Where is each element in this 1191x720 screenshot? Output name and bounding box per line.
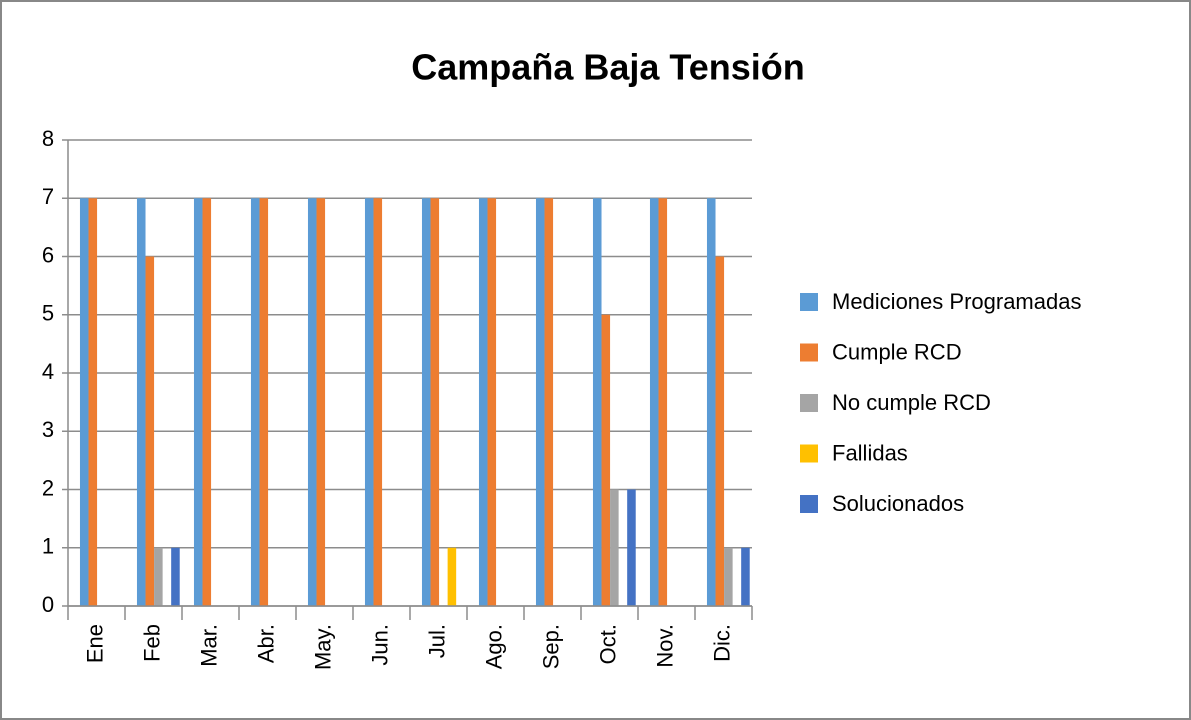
y-tick-label: 1 [42, 534, 54, 559]
bar [136, 198, 146, 606]
legend-label: Fallidas [832, 440, 908, 465]
x-tick-label: Ago. [481, 624, 506, 669]
bar [447, 547, 457, 606]
bar [364, 198, 374, 606]
x-tick-label: Dic. [709, 624, 734, 662]
y-tick-label: 3 [42, 417, 54, 442]
x-tick-label: Ene [82, 624, 107, 663]
legend-label: Mediciones Programadas [832, 289, 1081, 314]
y-tick-label: 8 [42, 126, 54, 151]
bar [171, 547, 180, 606]
bar [487, 198, 497, 606]
legend-swatch [800, 444, 818, 463]
bar [715, 256, 725, 606]
x-tick-label: Nov. [652, 624, 677, 668]
bar [610, 489, 619, 606]
x-tick-label: Oct. [595, 624, 620, 664]
bar [741, 547, 750, 606]
y-tick-label: 2 [42, 475, 54, 500]
y-tick-label: 6 [42, 242, 54, 267]
bar [601, 314, 611, 606]
x-tick-label: Feb [139, 624, 164, 662]
bar [88, 198, 98, 606]
legend-label: No cumple RCD [832, 390, 991, 415]
chart-title: Campaña Baja Tensión [411, 47, 804, 88]
legend-label: Solucionados [832, 491, 964, 516]
x-tick-label: Sep. [538, 624, 563, 669]
legend-label: Cumple RCD [832, 339, 962, 364]
bar [658, 198, 668, 606]
x-tick-label: Jul. [424, 624, 449, 658]
bar [79, 198, 89, 606]
y-tick-label: 7 [42, 184, 54, 209]
x-tick-label: Abr. [253, 624, 278, 663]
legend-swatch [800, 343, 818, 362]
bar [193, 198, 203, 606]
bar [154, 547, 163, 606]
legend-swatch [800, 293, 818, 311]
legend-swatch [800, 495, 818, 513]
bar [373, 198, 383, 606]
bar [592, 198, 602, 606]
y-tick-label: 5 [42, 301, 54, 326]
legend-swatch [800, 394, 818, 412]
bar [307, 198, 317, 606]
y-tick-label: 4 [42, 359, 54, 384]
bar [544, 198, 554, 606]
bar [316, 198, 326, 606]
bar [478, 198, 488, 606]
y-tick-label: 0 [42, 592, 54, 617]
bar [145, 256, 155, 606]
x-tick-label: Jun. [367, 624, 392, 666]
x-tick-label: May. [310, 624, 335, 670]
bar [202, 198, 212, 606]
bar [430, 198, 440, 606]
bar [535, 198, 545, 606]
bar [421, 198, 431, 606]
bar [627, 489, 636, 606]
bar [250, 198, 260, 606]
x-tick-label: Mar. [196, 624, 221, 667]
bar [724, 547, 733, 606]
bar [706, 198, 716, 606]
bar [259, 198, 269, 606]
bar [649, 198, 659, 606]
